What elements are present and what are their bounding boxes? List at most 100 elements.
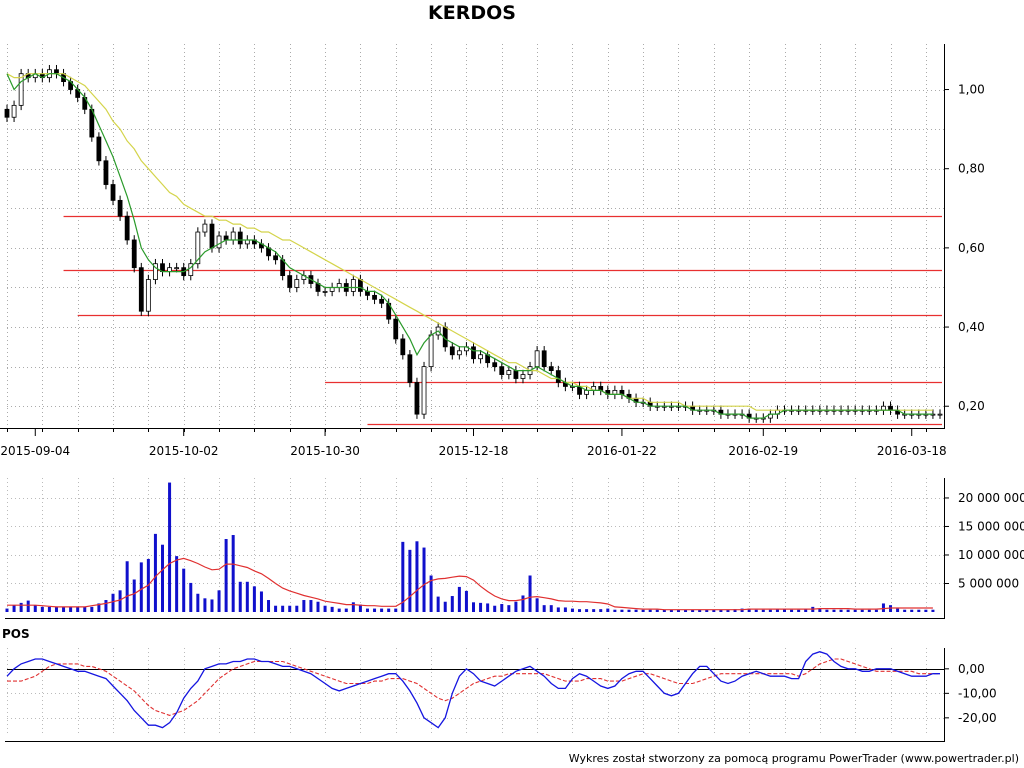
candle-body xyxy=(379,298,385,304)
candle-body xyxy=(414,382,420,415)
candle xyxy=(124,211,130,245)
volume-bar xyxy=(684,609,688,612)
candle xyxy=(138,262,144,316)
candle xyxy=(358,274,363,297)
volume-bar xyxy=(443,601,447,612)
volume-panel xyxy=(5,482,935,612)
candle xyxy=(456,346,462,360)
candle-body xyxy=(138,267,144,312)
y-tick-label: 0,20 xyxy=(958,399,985,413)
candle xyxy=(548,361,554,376)
candle xyxy=(541,346,547,372)
volume-bar xyxy=(500,604,504,612)
volume-bar xyxy=(479,602,483,612)
candle-body xyxy=(195,231,201,265)
volume-bar xyxy=(323,605,327,612)
candle xyxy=(520,369,526,384)
candle xyxy=(54,64,59,79)
candle-body xyxy=(937,413,943,416)
candle xyxy=(775,405,780,419)
candle xyxy=(32,68,38,83)
volume-bar xyxy=(26,600,30,612)
candle xyxy=(39,68,45,83)
axes: 2015-09-04 2015-10-02 2015-10-30 2015-12-18… xyxy=(0,44,1024,742)
pos-signal-line xyxy=(7,658,940,716)
volume-bar xyxy=(365,608,369,612)
candle-body xyxy=(598,386,604,391)
candle xyxy=(633,393,639,408)
candle xyxy=(244,235,250,249)
sma-long-line xyxy=(6,73,933,411)
candle xyxy=(464,342,469,356)
candle-body xyxy=(131,239,137,269)
candle-body xyxy=(506,370,512,375)
volume-bar xyxy=(217,590,221,612)
candle-body xyxy=(273,255,278,261)
candle-body xyxy=(336,283,342,288)
volume-bar xyxy=(182,568,186,612)
volume-bar xyxy=(641,609,645,612)
candle-body xyxy=(153,263,158,280)
volume-bar xyxy=(528,575,532,612)
volume-bar xyxy=(634,609,638,612)
volume-bar xyxy=(394,608,398,612)
y-tick-label: 0,40 xyxy=(958,320,985,334)
volume-bar xyxy=(761,609,765,612)
volume-bar xyxy=(90,606,94,612)
candle xyxy=(612,385,618,400)
volume-bar xyxy=(429,575,433,612)
volume-bar xyxy=(599,609,603,612)
volume-bar xyxy=(83,606,87,612)
candle xyxy=(230,227,236,245)
volume-bar xyxy=(69,606,73,612)
candle-body xyxy=(287,275,293,288)
candle-body xyxy=(421,366,427,415)
volume-bar xyxy=(839,609,843,612)
volume-bar xyxy=(139,562,143,612)
candle xyxy=(372,290,377,305)
volume-bar xyxy=(373,608,377,612)
candle xyxy=(478,350,483,364)
candle xyxy=(746,409,752,423)
candle-body xyxy=(237,231,243,245)
candle-body xyxy=(407,354,413,383)
candle xyxy=(322,286,328,297)
x-tick-label: 2015-10-02 xyxy=(149,444,219,458)
volume-bar xyxy=(563,607,567,612)
volume-bar xyxy=(691,609,695,612)
candle xyxy=(237,227,243,249)
volume-ma-line xyxy=(7,557,933,611)
volume-bar xyxy=(846,609,850,612)
volume-bar xyxy=(896,608,900,612)
candle xyxy=(407,350,413,388)
volume-bar xyxy=(669,609,673,612)
volume-bar xyxy=(754,609,758,612)
volume-bar xyxy=(54,606,58,612)
volume-bar xyxy=(592,609,596,612)
candle xyxy=(499,361,505,380)
pos-indicator-label: POS xyxy=(2,627,30,641)
volume-bar xyxy=(422,547,426,612)
volume-bar xyxy=(705,609,709,612)
volume-bar xyxy=(104,600,108,612)
candle-body xyxy=(54,69,59,75)
candle xyxy=(329,282,335,297)
candle-body xyxy=(294,279,300,288)
volume-bar xyxy=(549,605,553,612)
candle-body xyxy=(393,318,399,340)
candle xyxy=(287,270,293,293)
volume-bar xyxy=(903,609,907,612)
candle xyxy=(605,385,611,400)
volume-bar xyxy=(578,609,582,612)
candle-body xyxy=(478,354,483,360)
candle-body xyxy=(202,223,208,233)
candle-body xyxy=(471,346,476,360)
y-tick-label: 5 000 000 xyxy=(958,576,1019,590)
candle xyxy=(131,235,137,273)
volume-bar xyxy=(203,598,207,612)
volume-bar xyxy=(288,605,292,612)
candle xyxy=(881,401,886,415)
candle xyxy=(251,235,257,249)
volume-bar xyxy=(125,561,129,612)
